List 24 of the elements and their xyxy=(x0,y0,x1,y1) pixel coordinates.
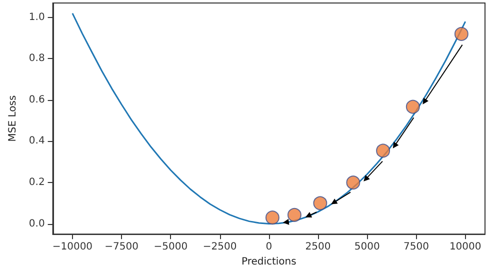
point xyxy=(287,208,302,222)
point xyxy=(346,176,360,190)
point xyxy=(406,100,420,114)
x-tick-label: −2500 xyxy=(202,242,237,253)
point xyxy=(376,144,390,158)
y-tick-label: 0.8 xyxy=(28,53,45,64)
y-axis-title: MSE Loss xyxy=(8,95,18,142)
x-axis-title: Predictions xyxy=(241,256,296,268)
y-tick-label: 0.6 xyxy=(28,94,45,106)
x-tick-label: 0 xyxy=(266,242,272,253)
y-tick-label: 0.2 xyxy=(28,177,45,188)
point xyxy=(454,26,468,41)
x-tick-label: −7500 xyxy=(104,242,138,253)
y-tick-label: 1.0 xyxy=(28,12,45,23)
point xyxy=(265,210,280,225)
x-tick-label: −5000 xyxy=(154,242,188,253)
x-tick-label: 10000 xyxy=(449,242,482,253)
x-tick-label: −10000 xyxy=(52,242,93,253)
x-tick-label: 7500 xyxy=(404,242,429,253)
point xyxy=(313,196,328,210)
y-tick-label: 0.4 xyxy=(28,136,45,147)
x-tick-label: 2500 xyxy=(305,242,331,253)
x-tick-label: 5000 xyxy=(354,242,380,253)
y-tick-label: 0.0 xyxy=(28,218,45,230)
